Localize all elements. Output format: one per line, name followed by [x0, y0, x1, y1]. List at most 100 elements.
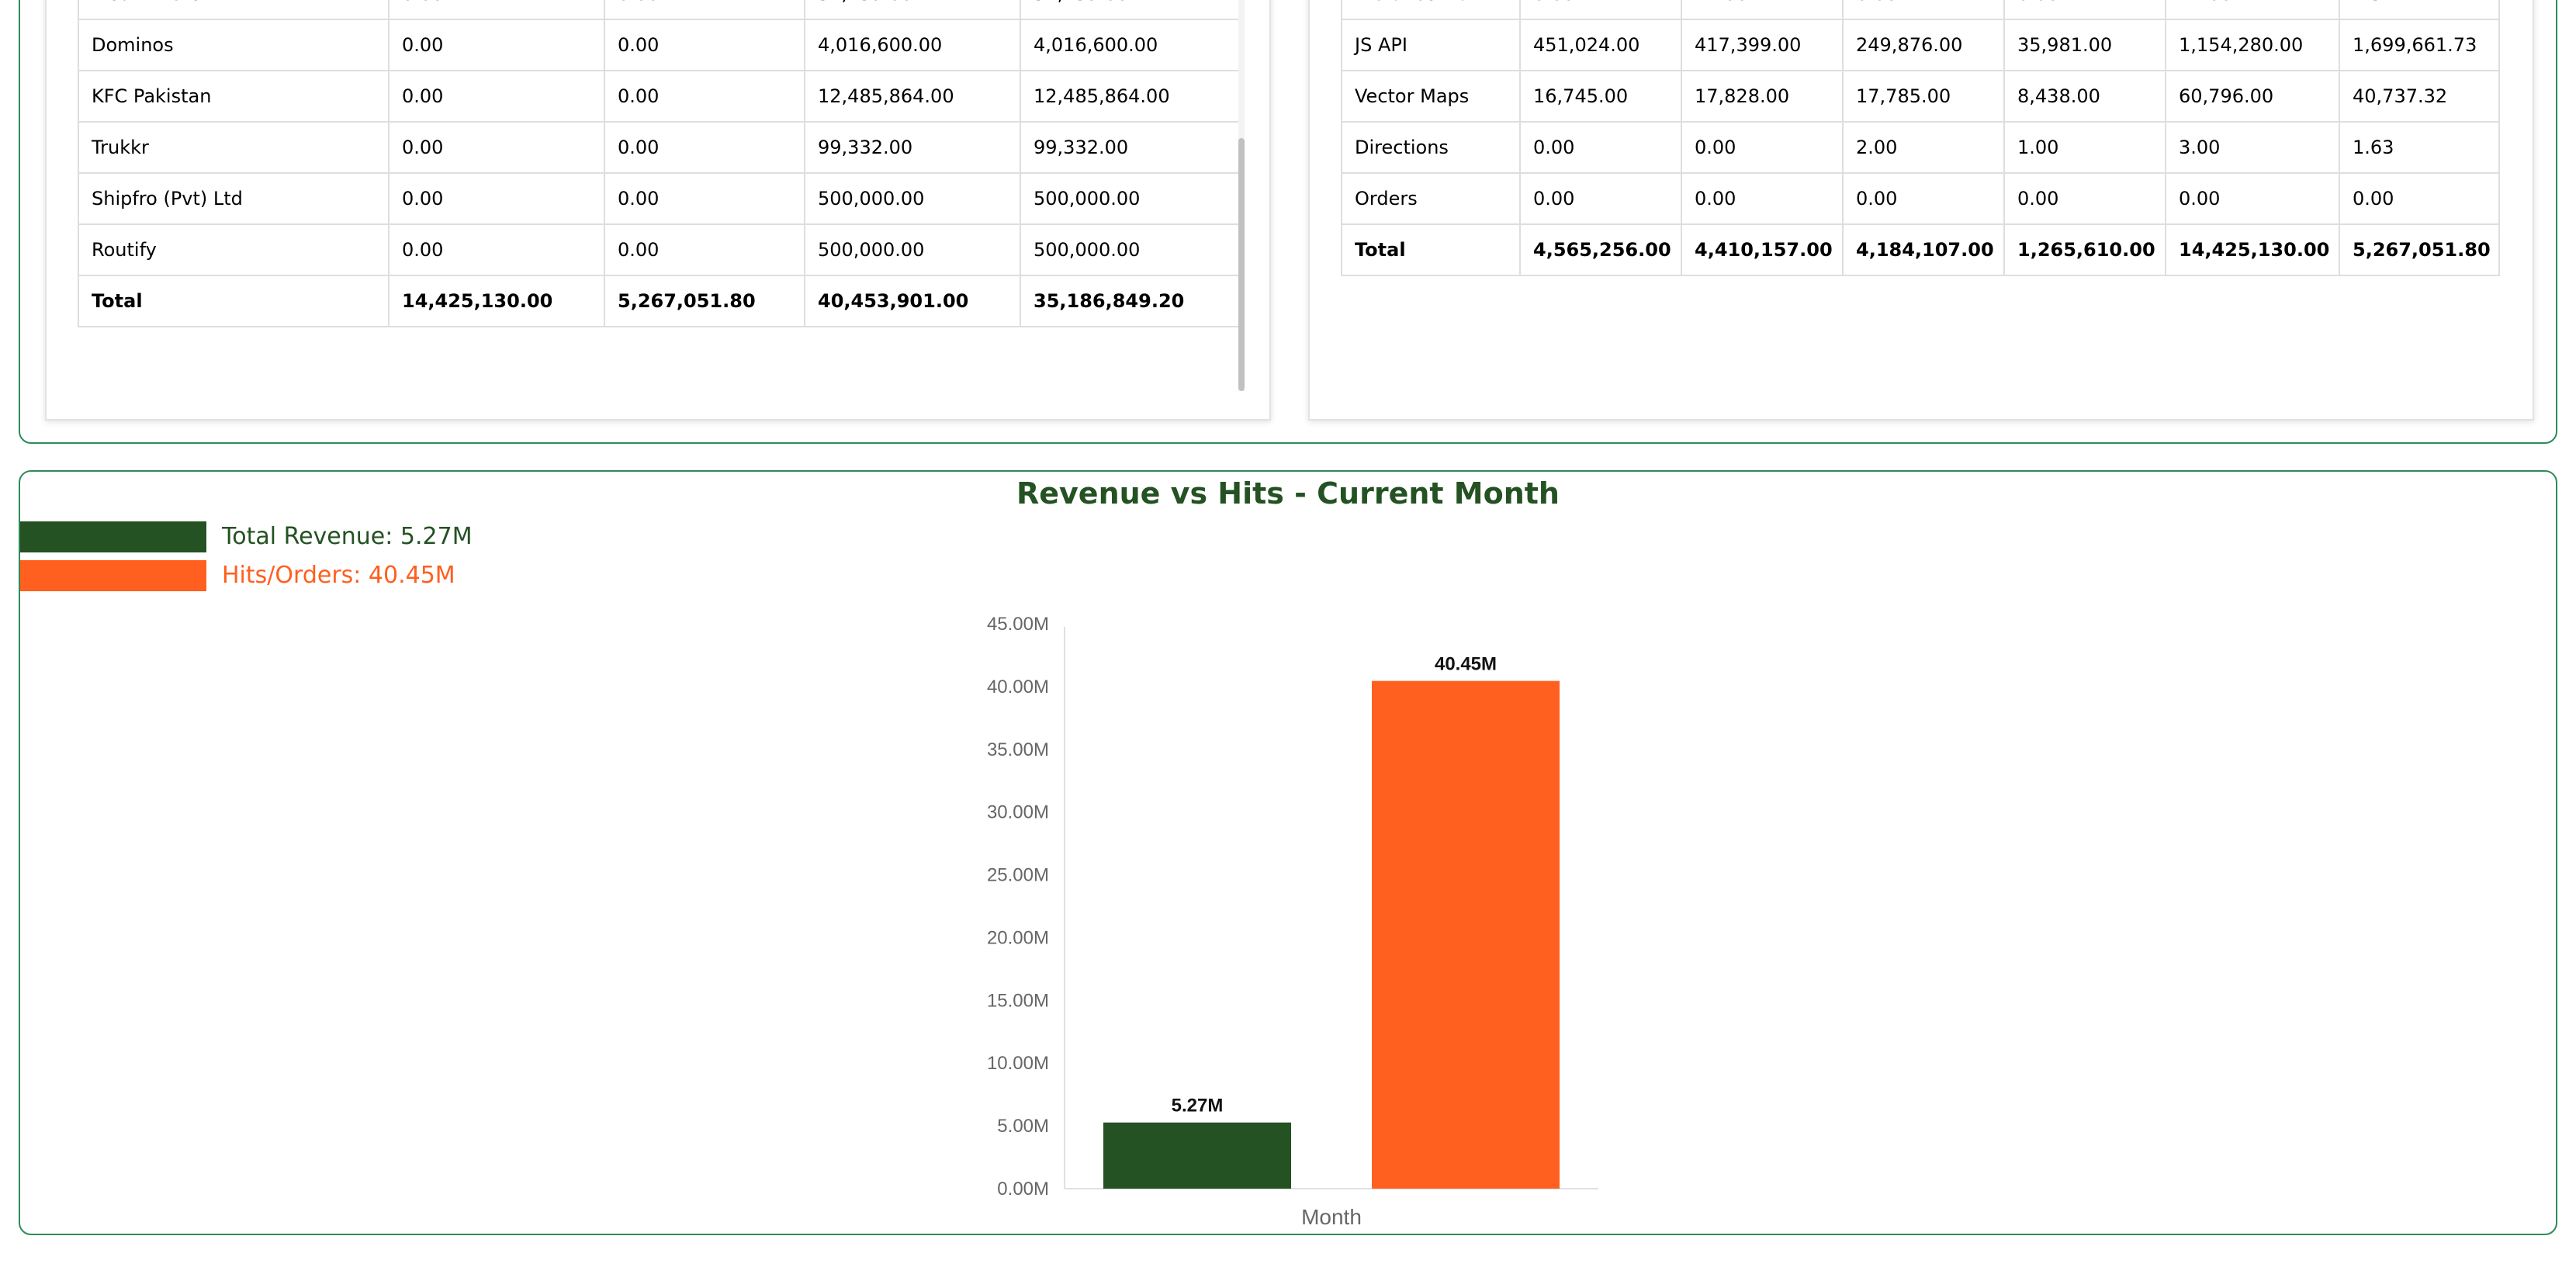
client-revenue-card: Medznmore0.000.0054,459.0054,459.00Domin…	[45, 0, 1271, 421]
client-row: Medznmore0.000.0054,459.0054,459.00	[78, 0, 1240, 20]
tables-section: Medznmore0.000.0054,459.0054,459.00Domin…	[19, 0, 2557, 444]
row-label-cell: Orders	[1341, 172, 1521, 225]
bar-data-label: 40.45M	[1435, 654, 1497, 675]
value-cell: 2.51	[2339, 0, 2500, 20]
revenue-vs-hits-chart: 0.00M 5.00M 10.00M 15.00M 20.00M 25.00M 30.00M…	[987, 614, 1598, 1229]
value-cell: 35,981.00	[2003, 19, 2166, 71]
value-cell: 40,737.32	[2339, 70, 2500, 123]
value-cell: 0.00	[604, 121, 805, 174]
table-scrollbar-thumb[interactable]	[1238, 138, 1245, 391]
client-revenue-table: Medznmore0.000.0054,459.0054,459.00Domin…	[78, 0, 1240, 327]
total-value-cell: 14,425,130.00	[388, 275, 605, 327]
value-cell: 0.00	[388, 121, 605, 174]
value-cell: 12,485,864.00	[1020, 70, 1240, 123]
value-cell: 0.00	[1519, 121, 1682, 174]
legend-label-revenue: Total Revenue: 5.27M	[222, 523, 473, 550]
y-tick-label: 30.00M	[987, 802, 1049, 823]
total-label-cell: Total	[1341, 223, 1521, 276]
value-cell: 0.00	[604, 19, 805, 71]
row-label-cell: Routify	[78, 223, 390, 276]
value-cell: 11.00	[2165, 0, 2340, 20]
value-cell: 1.63	[2339, 121, 2500, 174]
total-value-cell: 5,267,051.80	[604, 275, 805, 327]
value-cell: 0.00	[604, 223, 805, 276]
value-cell: 500,000.00	[804, 172, 1021, 225]
row-label-cell: Directions	[1341, 121, 1521, 174]
y-tick-label: 20.00M	[987, 927, 1049, 948]
y-tick-label: 5.00M	[997, 1116, 1049, 1137]
row-label-cell: Shipfro (Pvt) Ltd	[78, 172, 390, 225]
total-value-cell: 5,267,051.80	[2339, 223, 2500, 276]
total-value-cell: 35,186,849.20	[1020, 275, 1240, 327]
bar-hits-orders[interactable]	[1372, 680, 1560, 1189]
value-cell: 0.00	[388, 0, 605, 20]
value-cell: 500,000.00	[804, 223, 1021, 276]
value-cell: 0.00	[2003, 172, 2166, 225]
service-row: JS API 451,024.00 417,399.00 249,876.00 35,9…	[1341, 19, 2500, 71]
value-cell: 0.00	[2003, 0, 2166, 20]
value-cell: 54,459.00	[804, 0, 1021, 20]
total-value-cell: 4,410,157.00	[1681, 223, 1844, 276]
total-value-cell: 14,425,130.00	[2165, 223, 2340, 276]
value-cell: 12,485,864.00	[804, 70, 1021, 123]
value-cell: 16,745.00	[1519, 70, 1682, 123]
service-row: Vector Maps 16,745.00 17,828.00 17,785.00 8,…	[1341, 70, 2500, 123]
y-tick-label: 15.00M	[987, 990, 1049, 1011]
value-cell: 1.00	[2003, 121, 2166, 174]
value-cell: 0.00	[1519, 172, 1682, 225]
value-cell: 0.00	[604, 172, 805, 225]
value-cell: 0.00	[1842, 0, 2005, 20]
client-row: Shipfro (Pvt) Ltd 0.00 0.00 500,000.00 500,0…	[78, 172, 1240, 225]
bar-group: 5.27M 40.45M	[1103, 654, 1560, 1189]
service-row: Distance Matrix0.0011.000.000.0011.002.5…	[1341, 0, 2500, 20]
service-usage-card: Distance Matrix0.0011.000.000.0011.002.5…	[1308, 0, 2534, 421]
client-row: Routify 0.00 0.00 500,000.00 500,000.00	[78, 223, 1240, 276]
value-cell: 3.00	[2165, 121, 2340, 174]
client-row: Trukkr 0.00 0.00 99,332.00 99,332.00	[78, 121, 1240, 174]
bar-total-revenue[interactable]	[1103, 1122, 1291, 1189]
value-cell: 0.00	[1681, 172, 1844, 225]
y-tick-label: 45.00M	[987, 614, 1049, 635]
total-row: Total 4,565,256.00 4,410,157.00 4,184,107.0…	[1341, 223, 2500, 276]
client-row: KFC Pakistan 0.00 0.00 12,485,864.00 12,485,…	[78, 70, 1240, 123]
total-value-cell: 1,265,610.00	[2003, 223, 2166, 276]
value-cell: 249,876.00	[1842, 19, 2005, 71]
row-label-cell: Vector Maps	[1341, 70, 1521, 123]
service-row: Orders 0.00 0.00 0.00 0.00 0.00 0.00	[1341, 172, 2500, 225]
legend-label-hits: Hits/Orders: 40.45M	[222, 562, 455, 589]
value-cell: 17,785.00	[1842, 70, 2005, 123]
legend-swatch-revenue	[20, 521, 206, 552]
y-axis-ticks: 0.00M 5.00M 10.00M 15.00M 20.00M 25.00M 30.00M…	[987, 614, 1049, 1200]
value-cell: 0.00	[388, 172, 605, 225]
value-cell: 11.00	[1681, 0, 1844, 20]
row-label-cell: Dominos	[78, 19, 390, 71]
value-cell: 0.00	[2165, 172, 2340, 225]
row-label-cell: KFC Pakistan	[78, 70, 390, 123]
value-cell: 2.00	[1842, 121, 2005, 174]
value-cell: 0.00	[388, 19, 605, 71]
legend-swatch-hits	[20, 560, 206, 591]
value-cell: 4,016,600.00	[804, 19, 1021, 71]
value-cell: 8,438.00	[2003, 70, 2166, 123]
x-axis-label: Month	[1301, 1205, 1362, 1229]
value-cell: 417,399.00	[1681, 19, 1844, 71]
value-cell: 99,332.00	[804, 121, 1021, 174]
value-cell: 54,459.00	[1020, 0, 1240, 20]
total-row: Total 14,425,130.00 5,267,051.80 40,453,901…	[78, 275, 1240, 327]
value-cell: 0.00	[1519, 0, 1682, 20]
value-cell: 0.00	[388, 70, 605, 123]
value-cell: 0.00	[604, 0, 805, 20]
row-label-cell: Medznmore	[78, 0, 390, 20]
y-tick-label: 35.00M	[987, 739, 1049, 760]
total-label-cell: Total	[78, 275, 390, 327]
value-cell: 17,828.00	[1681, 70, 1844, 123]
y-tick-label: 10.00M	[987, 1053, 1049, 1074]
value-cell: 0.00	[1842, 172, 2005, 225]
value-cell: 0.00	[388, 223, 605, 276]
value-cell: 500,000.00	[1020, 172, 1240, 225]
value-cell: 451,024.00	[1519, 19, 1682, 71]
row-label-cell: Distance Matrix	[1341, 0, 1521, 20]
y-tick-label: 0.00M	[997, 1179, 1049, 1200]
row-label-cell: Trukkr	[78, 121, 390, 174]
total-value-cell: 4,184,107.00	[1842, 223, 2005, 276]
